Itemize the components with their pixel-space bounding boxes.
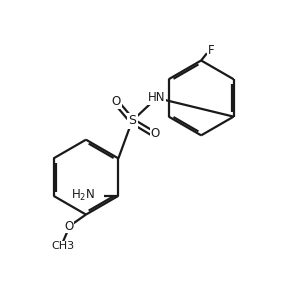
Text: O: O <box>64 219 73 233</box>
Text: O: O <box>112 95 121 108</box>
Text: F: F <box>208 44 215 57</box>
Text: HN: HN <box>148 91 165 105</box>
Text: CH3: CH3 <box>51 241 75 251</box>
Text: H$_2$N: H$_2$N <box>71 188 95 203</box>
Text: O: O <box>151 127 160 141</box>
Text: S: S <box>128 114 136 128</box>
